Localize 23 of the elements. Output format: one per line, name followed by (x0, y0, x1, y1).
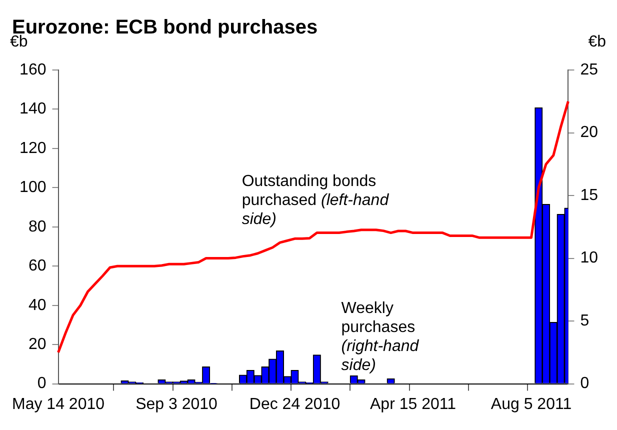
y2-tick-label: 10 (580, 250, 598, 267)
y2-tick-label: 5 (580, 312, 590, 330)
y2-tick-label: 0 (580, 375, 590, 392)
y-tick-label: 160 (20, 61, 46, 78)
x-tick-label: Apr 15 2011 (370, 396, 456, 413)
x-tick-label: Sep 3 2010 (136, 396, 218, 413)
x-tick-label: Aug 5 2011 (490, 396, 572, 413)
y2-tick-label: 25 (580, 61, 598, 78)
y-tick-label: 40 (28, 296, 46, 314)
text: Outstanding bonds purchased (left-hand side) (242, 172, 389, 228)
y2-tick-label: 15 (580, 186, 598, 204)
y-tick-label: 100 (20, 179, 46, 196)
y-tick-label: 0 (37, 375, 46, 392)
series-label: Weekly purchases (right-hand side) (341, 300, 420, 374)
y-tick-label: 60 (28, 258, 46, 275)
y-tick-label: 120 (20, 140, 46, 157)
y-tick-label: 20 (28, 336, 46, 353)
y2-tick-label: 20 (580, 124, 598, 142)
x-tick-label: Dec 24 2010 (249, 396, 340, 413)
y-tick-label: 80 (28, 218, 46, 236)
x-tick-label: May 14 2010 (12, 396, 105, 413)
y2-axis-title: €b (588, 33, 606, 50)
y-tick-label: 140 (20, 100, 46, 118)
